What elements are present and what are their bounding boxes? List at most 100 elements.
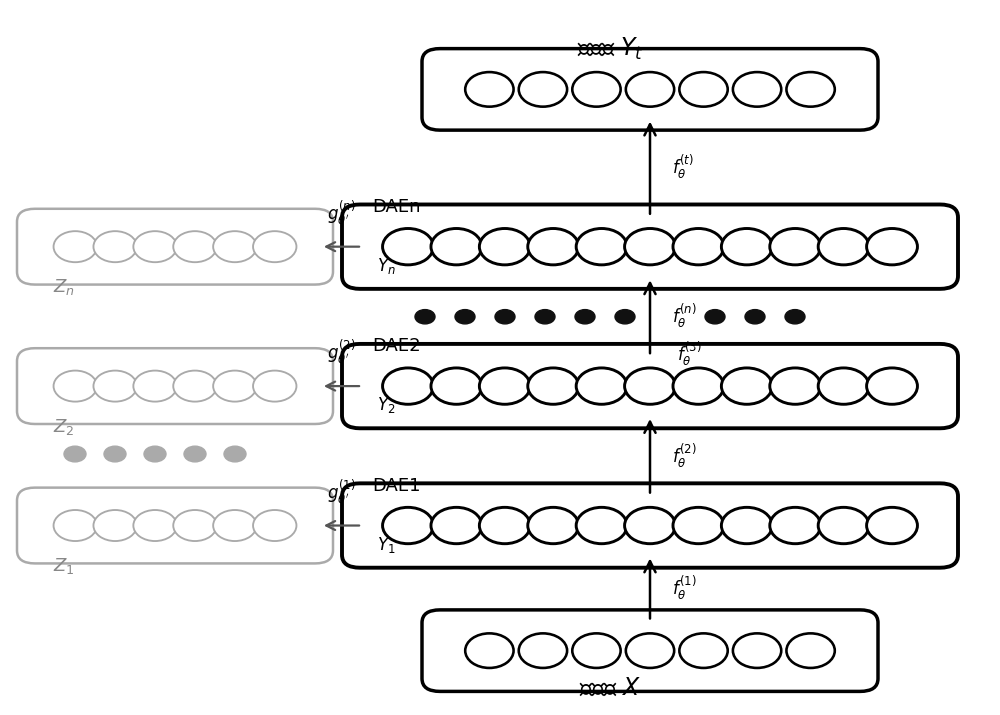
Text: $f_{\theta}^{(3)}$: $f_{\theta}^{(3)}$ (677, 340, 702, 368)
Text: $f_{\theta}^{(1)}$: $f_{\theta}^{(1)}$ (672, 575, 697, 602)
Circle shape (173, 370, 217, 402)
Circle shape (479, 508, 530, 543)
FancyBboxPatch shape (17, 209, 333, 285)
Circle shape (575, 310, 595, 324)
Circle shape (528, 368, 579, 404)
Text: $Z_n$: $Z_n$ (53, 277, 75, 297)
Circle shape (144, 446, 166, 462)
Circle shape (184, 446, 206, 462)
FancyBboxPatch shape (17, 488, 333, 563)
Circle shape (770, 229, 821, 265)
FancyBboxPatch shape (17, 348, 333, 424)
Circle shape (733, 72, 781, 107)
Circle shape (93, 231, 137, 262)
Circle shape (572, 633, 621, 668)
Text: DAEn: DAEn (372, 198, 420, 216)
Circle shape (625, 229, 675, 265)
Circle shape (626, 72, 674, 107)
Circle shape (786, 72, 835, 107)
Circle shape (576, 229, 627, 265)
Circle shape (705, 310, 725, 324)
Circle shape (213, 370, 257, 402)
Circle shape (93, 510, 137, 541)
Circle shape (818, 368, 869, 404)
FancyBboxPatch shape (342, 483, 958, 568)
Circle shape (786, 633, 835, 668)
Circle shape (673, 508, 724, 543)
Circle shape (519, 633, 567, 668)
Circle shape (535, 310, 555, 324)
Circle shape (625, 508, 675, 543)
Circle shape (479, 368, 530, 404)
Circle shape (615, 310, 635, 324)
Text: $f_{\theta}^{(t)}$: $f_{\theta}^{(t)}$ (672, 154, 694, 182)
Text: $Y_n$: $Y_n$ (377, 256, 396, 276)
Circle shape (133, 231, 177, 262)
Circle shape (721, 508, 772, 543)
Circle shape (54, 510, 97, 541)
Circle shape (572, 72, 621, 107)
Circle shape (253, 370, 296, 402)
Circle shape (54, 370, 97, 402)
FancyBboxPatch shape (342, 344, 958, 428)
Circle shape (770, 508, 821, 543)
Text: $Z_1$: $Z_1$ (53, 556, 75, 576)
Circle shape (867, 229, 917, 265)
Circle shape (733, 633, 781, 668)
Circle shape (479, 229, 530, 265)
Circle shape (224, 446, 246, 462)
Circle shape (455, 310, 475, 324)
Text: DAE2: DAE2 (372, 337, 421, 355)
Circle shape (673, 368, 724, 404)
Text: $Y_2$: $Y_2$ (377, 395, 395, 415)
Circle shape (528, 508, 579, 543)
Circle shape (253, 510, 296, 541)
Circle shape (173, 231, 217, 262)
Circle shape (253, 231, 296, 262)
Circle shape (133, 510, 177, 541)
Text: DAE1: DAE1 (372, 477, 420, 495)
Circle shape (431, 368, 482, 404)
Circle shape (867, 508, 917, 543)
Circle shape (54, 231, 97, 262)
Circle shape (626, 633, 674, 668)
Circle shape (867, 368, 917, 404)
Circle shape (465, 72, 514, 107)
Text: 输出层 $\boldsymbol{Y_t}$: 输出层 $\boldsymbol{Y_t}$ (577, 36, 643, 61)
Circle shape (415, 310, 435, 324)
Circle shape (576, 508, 627, 543)
Circle shape (383, 368, 433, 404)
Circle shape (679, 633, 728, 668)
Circle shape (383, 508, 433, 543)
Circle shape (133, 370, 177, 402)
Circle shape (431, 508, 482, 543)
Circle shape (383, 229, 433, 265)
Circle shape (173, 510, 217, 541)
Circle shape (673, 229, 724, 265)
Circle shape (721, 368, 772, 404)
Text: $f_{\theta}^{(2)}$: $f_{\theta}^{(2)}$ (672, 442, 697, 470)
Circle shape (93, 370, 137, 402)
Text: $g_{\theta'}^{(2)}$: $g_{\theta'}^{(2)}$ (327, 339, 356, 366)
Text: $Y_1$: $Y_1$ (377, 535, 396, 555)
Text: 输入层 $X$: 输入层 $X$ (579, 676, 641, 700)
Circle shape (770, 368, 821, 404)
Circle shape (213, 231, 257, 262)
Circle shape (818, 508, 869, 543)
Circle shape (495, 310, 515, 324)
FancyBboxPatch shape (422, 610, 878, 691)
Text: $g_{\theta'}^{(n)}$: $g_{\theta'}^{(n)}$ (327, 199, 356, 227)
Circle shape (519, 72, 567, 107)
Text: $f_{\theta}^{(n)}$: $f_{\theta}^{(n)}$ (672, 303, 697, 330)
FancyBboxPatch shape (342, 204, 958, 289)
Circle shape (721, 229, 772, 265)
Circle shape (625, 368, 675, 404)
Text: $Z_2$: $Z_2$ (53, 417, 74, 437)
Text: $g_{\theta'}^{(1)}$: $g_{\theta'}^{(1)}$ (327, 478, 356, 506)
Circle shape (431, 229, 482, 265)
Circle shape (576, 368, 627, 404)
FancyBboxPatch shape (422, 49, 878, 130)
Circle shape (465, 633, 514, 668)
Circle shape (818, 229, 869, 265)
Circle shape (64, 446, 86, 462)
